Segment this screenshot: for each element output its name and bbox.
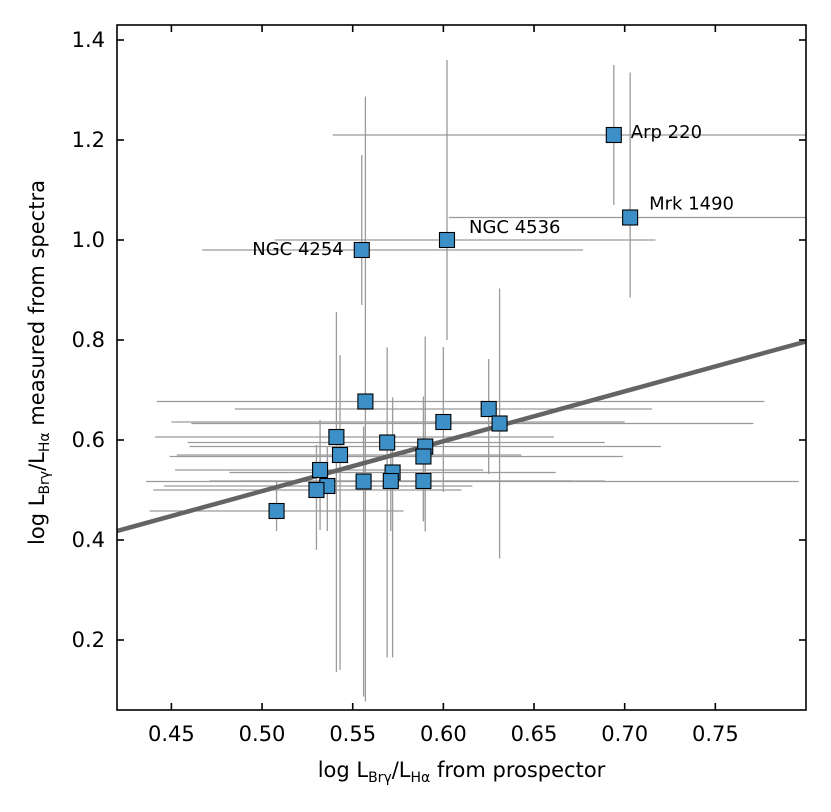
x-tick-label: 0.75 bbox=[692, 722, 739, 746]
point-annotation-2: NGC 4536 bbox=[469, 217, 561, 238]
data-point-13 bbox=[312, 461, 329, 479]
data-point-5 bbox=[480, 400, 497, 418]
x-axis-label: log LBrγ/LHα from prospector bbox=[318, 758, 606, 786]
data-point-4 bbox=[357, 393, 374, 410]
data-point-19 bbox=[308, 481, 325, 499]
y-tick-label: 1.4 bbox=[72, 28, 105, 52]
data-point-15 bbox=[355, 473, 372, 490]
y-axis-label: log LBrγ/LHα measured from spectra bbox=[25, 180, 53, 545]
annotation-layer: Arp 220 Mrk 1490 NGC 4536 NGC 4254 bbox=[252, 122, 734, 260]
data-point-8 bbox=[328, 428, 345, 446]
y-tick-label: 1.2 bbox=[72, 128, 105, 152]
data-point-17 bbox=[415, 472, 432, 490]
data-point-2 bbox=[438, 231, 456, 249]
point-annotation-1: Mrk 1490 bbox=[649, 194, 734, 215]
data-point-9 bbox=[379, 434, 396, 451]
x-tick-label: 0.50 bbox=[239, 722, 286, 746]
plot-frame bbox=[116, 24, 807, 711]
data-point-1 bbox=[622, 209, 639, 226]
data-point-7 bbox=[435, 413, 452, 431]
x-tick-label: 0.60 bbox=[420, 722, 467, 746]
x-tick-label: 0.65 bbox=[511, 722, 558, 746]
y-tick-label: 0.4 bbox=[72, 528, 105, 552]
data-point-20 bbox=[268, 502, 285, 520]
x-tick-label: 0.45 bbox=[148, 722, 195, 746]
errorbar-layer bbox=[146, 60, 806, 702]
data-point-0 bbox=[605, 126, 622, 144]
y-tick-label: 0.2 bbox=[72, 628, 105, 652]
data-point-6 bbox=[491, 415, 508, 432]
x-tick-label: 0.55 bbox=[329, 722, 376, 746]
point-annotation-0: Arp 220 bbox=[631, 122, 702, 143]
tick-layer: 0.45 0.50 0.55 0.60 0.65 0.70 0.75 0.2 0.4 0.6 0.8… bbox=[72, 25, 806, 746]
data-point-11 bbox=[415, 448, 432, 465]
y-tick-label: 0.8 bbox=[72, 328, 105, 352]
data-point-12 bbox=[331, 446, 349, 464]
y-tick-label: 0.6 bbox=[72, 428, 105, 452]
marker-layer bbox=[268, 126, 639, 520]
fit-line bbox=[116, 339, 807, 534]
x-tick-label: 0.70 bbox=[601, 722, 648, 746]
y-tick-label: 1.0 bbox=[72, 228, 105, 252]
data-point-3 bbox=[353, 241, 370, 259]
data-point-16 bbox=[382, 472, 399, 490]
point-annotation-3: NGC 4254 bbox=[252, 239, 344, 260]
